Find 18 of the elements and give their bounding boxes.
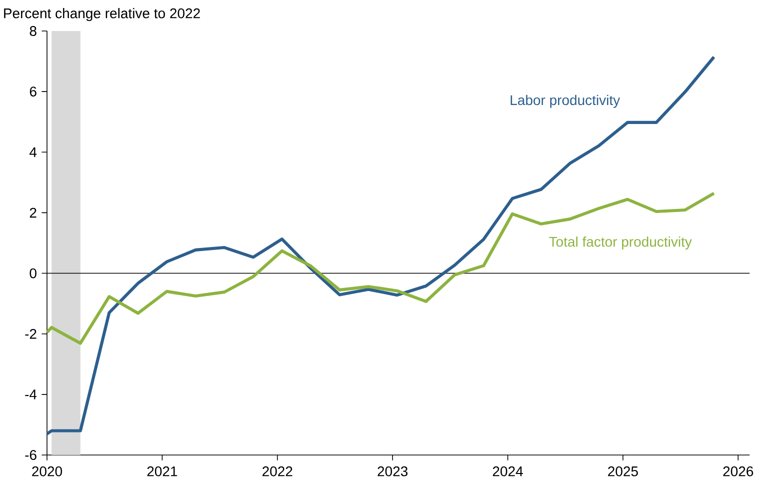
series-label: Labor productivity (510, 94, 620, 108)
y-tick-label: 2 (30, 208, 36, 218)
y-tick-label: -6 (25, 450, 36, 460)
series-label: Total factor productivity (549, 236, 692, 250)
x-tick-label: 2020 (32, 466, 62, 476)
y-tick-label: -2 (25, 328, 36, 339)
x-tick-label: 2026 (723, 466, 754, 476)
x-tick-label: 2025 (608, 466, 638, 476)
y-tick-label: -4 (25, 390, 37, 400)
x-tick-label: 2021 (147, 466, 178, 476)
x-tick-label: 2024 (492, 466, 523, 476)
y-tick-label: 0 (30, 268, 36, 278)
x-tick-label: 2022 (262, 466, 292, 476)
y-tick-label: 8 (30, 26, 36, 36)
y-tick-label: 4 (30, 147, 37, 157)
y-axis-title: Percent change relative to 2022 (4, 8, 200, 22)
y-tick-label: 6 (30, 86, 36, 97)
x-tick-label: 2023 (378, 466, 408, 476)
